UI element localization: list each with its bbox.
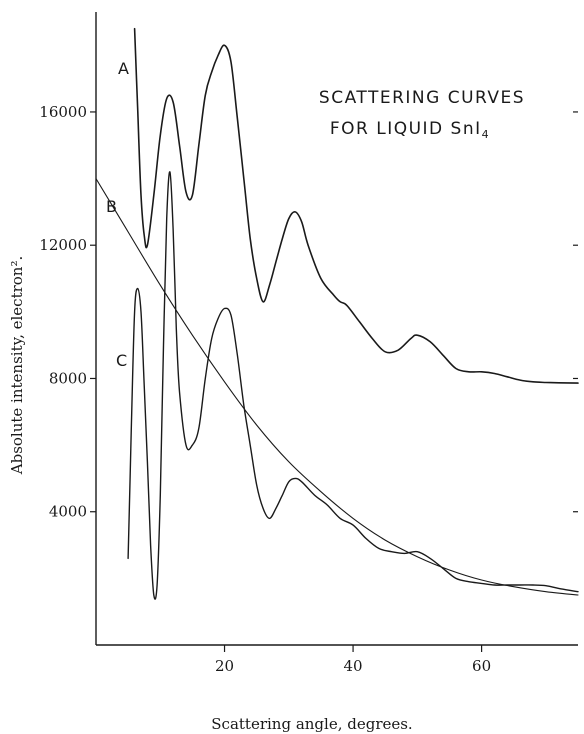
chart-title-line2: FOR LIQUID SnI4 <box>330 119 490 141</box>
x-tick-label: 60 <box>472 657 491 675</box>
curves <box>96 29 578 599</box>
axis-ticks: 20 40 60 4000 8000 12000 16000 <box>39 103 578 675</box>
y-tick-label: 16000 <box>39 103 87 121</box>
x-axis-label: Scattering angle, degrees. <box>211 715 412 733</box>
y-tick-label: 4000 <box>49 503 87 521</box>
curve-a-label: A <box>118 59 129 78</box>
chart-title-line2-text: FOR LIQUID SnI <box>330 119 482 139</box>
curve-c-label: C <box>116 351 127 370</box>
chart-title-subscript: 4 <box>482 128 491 141</box>
y-tick-label: 8000 <box>49 369 87 387</box>
x-tick-label: 20 <box>215 657 234 675</box>
chart-title-line1: SCATTERING CURVES <box>319 88 525 108</box>
curve-c-line <box>128 172 578 599</box>
y-axis-label: Absolute intensity, electron². <box>8 256 26 475</box>
curve-a-line <box>135 29 578 383</box>
curve-b-line <box>96 179 578 595</box>
x-tick-label: 40 <box>344 657 363 675</box>
curve-b-label: B <box>106 197 117 216</box>
y-tick-label: 12000 <box>39 236 87 254</box>
